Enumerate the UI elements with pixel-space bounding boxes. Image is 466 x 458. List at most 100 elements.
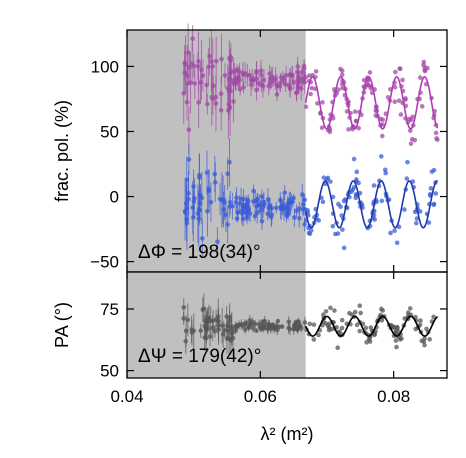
- pa-series-data-point: [294, 326, 300, 331]
- blue-series-data-point: [277, 197, 283, 203]
- blue-series-data-point: [234, 195, 239, 201]
- magenta-series-data-point: [278, 80, 283, 86]
- magenta-series-data-point: [190, 36, 195, 41]
- blue-series-data-point: [413, 220, 419, 226]
- top-y-tick-label: 100: [91, 57, 119, 76]
- blue-series-data-point: [205, 208, 210, 214]
- magenta-series-data-point: [283, 82, 289, 87]
- magenta-series-data-point: [352, 109, 358, 114]
- blue-series-data-point: [433, 191, 439, 196]
- blue-series-data-point: [431, 201, 437, 207]
- pa-series-data-point: [202, 335, 208, 340]
- bottom-y-axis-label: PA (°): [52, 302, 72, 348]
- magenta-series-data-point: [419, 104, 425, 109]
- x-tick-label: 0.06: [244, 387, 277, 406]
- blue-series-data-point: [321, 175, 327, 180]
- top-panel: −50 0 50 100 frac. pol. (%) ΔΦ = 198(34)°: [52, 23, 448, 273]
- magenta-series-data-point: [277, 84, 283, 89]
- bottom-annotation: ΔΨ = 179(42)°: [138, 346, 261, 367]
- magenta-series-data-point: [398, 112, 404, 117]
- blue-series-data-point: [215, 239, 220, 245]
- magenta-series-data-point: [396, 98, 402, 103]
- pa-series-data-point: [200, 307, 206, 312]
- bottom-data-marks: [181, 293, 439, 356]
- blue-series-data-point: [300, 192, 305, 197]
- pa-series-data-point: [242, 327, 248, 332]
- magenta-series-data-point: [259, 82, 264, 88]
- blue-series-data-point: [225, 171, 230, 177]
- magenta-series-data-point: [392, 84, 398, 90]
- blue-series-data-point: [235, 210, 241, 215]
- pa-series-data-point: [326, 327, 332, 333]
- magenta-series-data-point: [295, 77, 301, 83]
- pa-series-data-point: [335, 345, 340, 351]
- pa-series-data-point: [339, 317, 345, 323]
- magenta-series-data-point: [295, 69, 300, 75]
- magenta-series-data-point: [392, 99, 398, 105]
- magenta-series-data-point: [320, 100, 325, 105]
- blue-series-data-point: [284, 212, 289, 218]
- blue-series-data-point: [269, 212, 275, 217]
- pa-series-data-point: [422, 336, 427, 341]
- blue-series-data-point: [239, 210, 245, 216]
- magenta-series-data-point: [199, 67, 204, 73]
- pa-series-data-point: [189, 327, 194, 332]
- blue-series-data-point: [278, 206, 284, 212]
- magenta-series-data-point: [226, 102, 232, 107]
- blue-series-data-point: [292, 215, 297, 220]
- magenta-series-model-curve: [304, 75, 439, 130]
- pa-series-data-point: [250, 319, 255, 325]
- pa-series-data-point: [332, 308, 337, 313]
- pa-series-data-point: [352, 309, 358, 315]
- top-y-tick-label: 0: [110, 188, 119, 207]
- blue-series-data-point: [388, 230, 393, 236]
- blue-series-data-point: [227, 199, 233, 205]
- pa-series-data-point: [394, 344, 399, 350]
- blue-series-data-point: [190, 215, 196, 220]
- magenta-series-data-point: [400, 77, 405, 83]
- magenta-series-data-point: [385, 94, 391, 100]
- pa-series-data-point: [302, 320, 308, 325]
- pa-series-data-point: [183, 338, 189, 344]
- magenta-series-data-point: [198, 80, 203, 85]
- blue-series-data-point: [227, 160, 232, 165]
- magenta-series-data-point: [339, 68, 345, 74]
- magenta-series-data-point: [309, 85, 315, 91]
- magenta-series-data-point: [219, 56, 224, 62]
- pa-series-data-point: [307, 321, 313, 327]
- blue-series-data-point: [281, 202, 286, 207]
- pa-series-data-point: [244, 320, 249, 326]
- blue-series-data-point: [254, 204, 259, 209]
- bottom-panel: 50 75 0.04 0.06 0.08 PA (°) ΔΨ = 179(42)° λ²…: [52, 271, 448, 444]
- top-data-marks: [181, 23, 440, 258]
- blue-series-data-point: [273, 205, 279, 211]
- blue-series-data-point: [379, 198, 385, 204]
- magenta-series-data-point: [294, 90, 299, 96]
- pa-series-data-point: [311, 322, 317, 327]
- pa-series-data-point: [422, 342, 427, 348]
- magenta-series-data-point: [254, 70, 260, 75]
- pa-series-data-point: [261, 326, 266, 331]
- magenta-series-data-point: [417, 75, 423, 80]
- blue-series-data-point: [212, 180, 218, 185]
- blue-series-data-point: [222, 200, 227, 205]
- blue-series-data-point: [330, 223, 336, 229]
- pa-series-data-point: [321, 312, 326, 317]
- magenta-series-data-point: [207, 54, 212, 59]
- magenta-series-data-point: [319, 125, 325, 130]
- blue-series-data-point: [431, 167, 437, 173]
- blue-series-data-point: [258, 208, 264, 213]
- pa-series-data-point: [286, 319, 292, 325]
- blue-series-data-point: [383, 170, 388, 176]
- blue-series-data-point: [353, 195, 359, 201]
- magenta-series-data-point: [196, 100, 201, 105]
- pa-series-data-point: [215, 318, 221, 323]
- pa-series-data-point: [240, 323, 246, 329]
- pa-series-data-point: [287, 326, 293, 332]
- pa-series-data-point: [181, 316, 186, 321]
- blue-series-data-point: [371, 183, 377, 188]
- magenta-series-data-point: [287, 86, 293, 91]
- blue-series-data-point: [259, 218, 265, 224]
- magenta-series-data-point: [204, 82, 209, 88]
- magenta-series-data-point: [315, 101, 320, 106]
